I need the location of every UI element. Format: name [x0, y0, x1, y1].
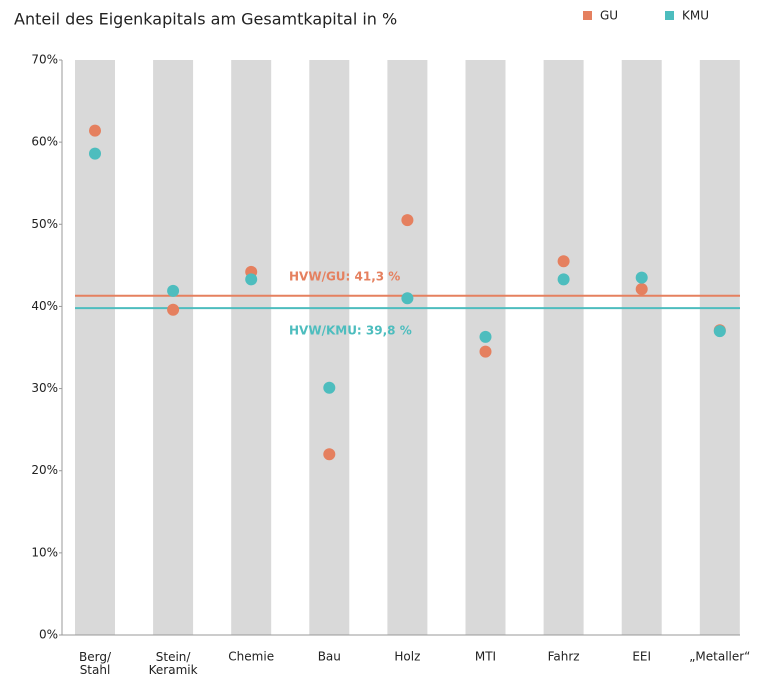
column-band [543, 60, 584, 635]
column-band [75, 60, 115, 635]
x-tick-label: Stein/Keramik [149, 650, 198, 677]
x-tick-label: MTI [475, 650, 496, 664]
reference-label: HVW/GU: 41,3 % [289, 269, 400, 283]
dot [713, 325, 726, 338]
column-band [387, 60, 428, 635]
dot [167, 284, 180, 297]
x-tick-label: „Metaller“ [689, 650, 750, 664]
column-band [231, 60, 272, 635]
dot [635, 283, 648, 296]
dot [635, 271, 648, 284]
dot [557, 273, 570, 286]
legend-label: KMU [682, 9, 709, 23]
y-tick-label: 10% [31, 545, 58, 559]
y-tick-label: 50% [31, 217, 58, 231]
x-tick-label: EEI [632, 650, 651, 664]
dot [479, 330, 492, 343]
legend-label: GU [600, 9, 618, 23]
dot [323, 381, 336, 394]
y-tick-label: 30% [31, 381, 58, 395]
x-tick-label: Holz [394, 650, 420, 664]
y-tick-label: 20% [31, 463, 58, 477]
dot [89, 124, 101, 137]
y-tick-label: 70% [31, 53, 58, 67]
column-band [621, 60, 662, 635]
legend-swatch [583, 11, 592, 20]
x-tick-label: Bau [318, 650, 341, 664]
x-tick-label: Berg/Stahl [79, 650, 112, 677]
dot [401, 214, 414, 227]
y-tick-label: 0% [39, 628, 58, 642]
dot [557, 255, 570, 268]
chart-title: Anteil des Eigenkapitals am Gesamtkapita… [14, 10, 397, 29]
column-band [153, 60, 194, 635]
dot [167, 303, 180, 316]
x-tick-label: Fahrz [548, 650, 580, 664]
reference-label: HVW/KMU: 39,8 % [289, 324, 412, 338]
dot [479, 345, 492, 358]
legend-swatch [665, 11, 674, 20]
dot [89, 147, 101, 160]
y-tick-label: 40% [31, 299, 58, 313]
dot [401, 292, 414, 305]
column-band [309, 60, 350, 635]
y-tick-label: 60% [31, 135, 58, 149]
x-tick-label: Chemie [228, 650, 274, 664]
dot [245, 273, 258, 286]
column-band [699, 60, 740, 635]
dot [323, 448, 336, 461]
